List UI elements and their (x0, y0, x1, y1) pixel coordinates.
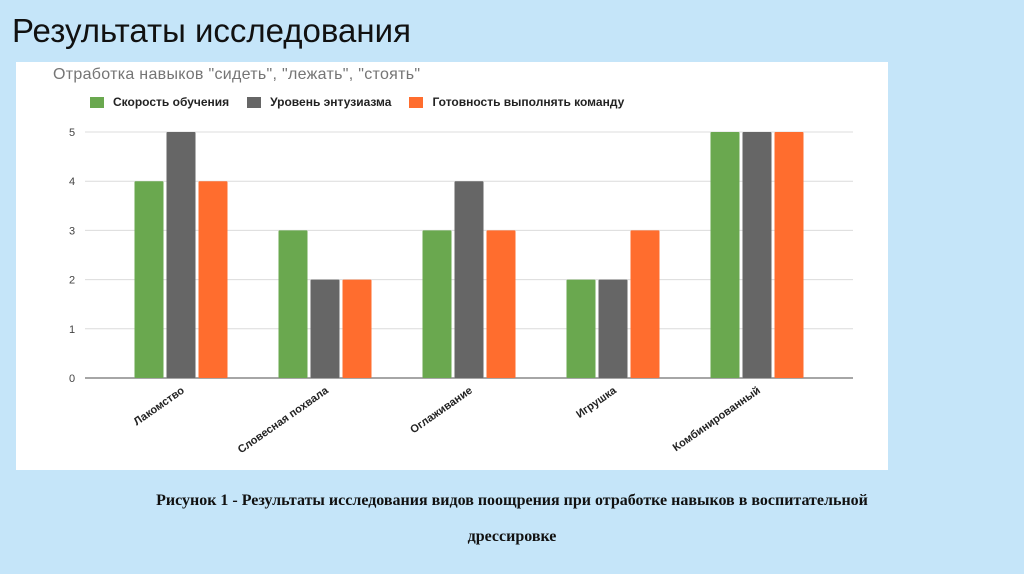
y-tick-label: 4 (69, 176, 75, 188)
bar (598, 279, 628, 378)
legend-label: Уровень энтузиазма (270, 95, 392, 109)
bar (310, 279, 340, 378)
x-category-label: Оглаживание (408, 385, 475, 437)
x-category-label: Лакомство (132, 384, 187, 428)
bar (342, 279, 372, 378)
bar (422, 230, 452, 378)
legend-swatch-icon (409, 96, 424, 108)
legend-label: Готовность выполнять команду (432, 95, 625, 109)
chart-legend: Скорость обучения Уровень энтузиазма Гот… (90, 95, 642, 109)
legend-swatch-icon (90, 96, 104, 108)
x-category-label: Игрушка (574, 384, 619, 421)
bar (486, 230, 516, 378)
bar (742, 132, 772, 378)
y-tick-label: 2 (69, 275, 75, 287)
x-category-label: Словесная похвала (236, 384, 332, 456)
legend-item-learning-speed: Скорость обучения (90, 95, 229, 109)
bar (198, 181, 228, 378)
y-tick-label: 1 (69, 324, 75, 336)
legend-item-enthusiasm: Уровень энтузиазма (247, 95, 391, 109)
bar (566, 279, 596, 378)
bar (134, 181, 164, 378)
figure-caption-line-1: Рисунок 1 - Результаты исследования видо… (156, 492, 868, 509)
slide-title: Результаты исследования (12, 12, 411, 49)
legend-swatch-icon (247, 96, 262, 108)
chart-title: Отработка навыков "сидеть", "лежать", "с… (53, 66, 421, 83)
bar (710, 132, 740, 378)
y-tick-label: 0 (69, 373, 75, 385)
bar (774, 132, 804, 378)
chart-panel: Отработка навыков "сидеть", "лежать", "с… (16, 62, 888, 470)
y-tick-label: 3 (69, 225, 75, 237)
bar (278, 230, 308, 378)
figure-caption-line-2: дрессировке (467, 528, 557, 545)
bar (166, 132, 196, 378)
bar (630, 230, 660, 378)
bar (454, 181, 484, 378)
y-tick-label: 5 (69, 127, 75, 139)
bar-chart-plot: 0 1 2 3 4 5 Лакомство Словесная похвала Оглажива… (69, 127, 853, 456)
legend-item-readiness: Готовность выполнять команду (409, 95, 624, 109)
legend-label: Скорость обучения (113, 95, 230, 109)
x-category-label: Комбинированный (671, 385, 763, 454)
